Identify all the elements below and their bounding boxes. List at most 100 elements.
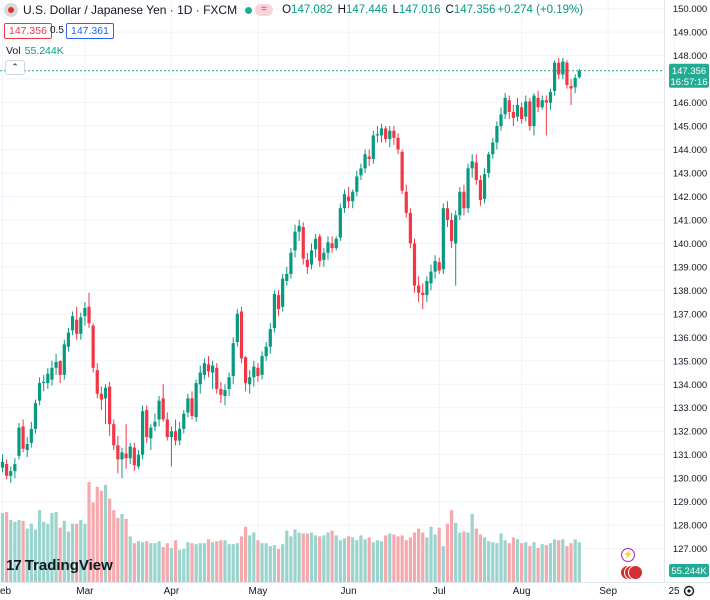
volume-bar	[351, 537, 355, 582]
volume-bar	[371, 542, 375, 582]
volume-bar	[202, 543, 206, 582]
candle-body	[136, 454, 141, 467]
candle-body	[62, 344, 66, 375]
candle-body	[260, 356, 264, 375]
price-tick-label: 150.000	[673, 4, 707, 15]
price-tick-label: 140.000	[673, 239, 707, 250]
symbol-title[interactable]: U.S. Dollar / Japanese Yen · 1D · FXCM	[23, 3, 238, 17]
volume-bar	[186, 542, 190, 582]
volume-bar	[470, 514, 474, 582]
volume-bar	[396, 536, 400, 582]
volume-bar	[511, 537, 515, 582]
candle-body	[552, 62, 557, 91]
candle-body	[565, 62, 569, 85]
volume-bar	[194, 544, 198, 582]
candle-body	[116, 445, 120, 460]
volume-bar	[561, 539, 565, 582]
volume-bar	[528, 546, 532, 582]
volume-bar	[153, 543, 157, 582]
volume-bar	[445, 523, 450, 582]
volume-value: 55.244K	[24, 45, 64, 57]
candle-body	[404, 191, 408, 213]
volume-bar	[388, 533, 392, 582]
candle-body	[99, 393, 103, 400]
volume-bar	[400, 535, 404, 582]
price-tick-label: 132.000	[673, 427, 707, 438]
candle-body	[54, 361, 58, 368]
candle-body	[305, 259, 309, 267]
volume-bar	[58, 527, 62, 582]
candle-body	[153, 421, 157, 427]
volume-tag-value: 55.244K	[671, 566, 707, 577]
time-tick-label: Sep	[599, 586, 617, 597]
lightning-event-icon[interactable]: ⚡	[621, 548, 635, 562]
volume-bar	[338, 540, 342, 582]
time-tick-label: Mar	[76, 586, 94, 597]
price-tick-label: 148.000	[673, 51, 707, 62]
candle-body	[499, 114, 503, 127]
tradingview-logo-text: TradingView	[24, 557, 113, 574]
price-tick-label: 136.000	[673, 333, 707, 344]
volume-bar	[524, 542, 528, 582]
candle-body	[474, 162, 478, 181]
volume-bar	[363, 539, 367, 582]
candle-body	[301, 226, 305, 259]
price-axis[interactable]: 150.000149.000148.000147.000146.000145.0…	[673, 4, 707, 555]
last-price-value: 147.356	[672, 66, 706, 77]
volume-legend[interactable]: Vol 55.244K	[6, 45, 64, 57]
volume-bar	[305, 533, 309, 582]
volume-bar	[392, 534, 396, 582]
candle-body	[75, 319, 79, 334]
candle-body	[462, 191, 466, 209]
volume-bar	[334, 535, 338, 582]
volume-bar	[330, 530, 334, 582]
candle-body	[194, 383, 198, 418]
volume-tag: 55.244K	[669, 564, 709, 577]
candle-body	[363, 154, 367, 169]
economic-events-icon[interactable]	[620, 565, 643, 580]
high-value: 147.446	[345, 4, 388, 16]
candle-body	[272, 293, 277, 328]
candle-body	[239, 311, 244, 359]
time-axis[interactable]: Feb Mar Apr May Jun Jul Aug Sep 25	[0, 586, 680, 597]
spread-value: 0.5	[50, 25, 64, 36]
candle-body	[536, 97, 540, 108]
volume-bar	[239, 536, 244, 582]
candle-body	[478, 180, 483, 200]
volume-bar	[466, 532, 470, 582]
candle-body	[338, 208, 342, 238]
tradingview-logo[interactable]: 17 TradingView	[6, 557, 113, 574]
volume-bar	[437, 527, 441, 582]
volume-bar	[256, 540, 260, 582]
volume-bar	[5, 512, 9, 582]
volume-bar	[132, 543, 136, 582]
volume-bar	[145, 541, 149, 582]
price-tick-label: 144.000	[673, 145, 707, 156]
candle-body	[211, 365, 215, 373]
volume-bar	[301, 533, 305, 582]
candle-body	[58, 360, 62, 375]
candle-body	[29, 428, 33, 443]
high-label: H	[337, 4, 346, 16]
volume-bar	[425, 537, 429, 582]
candle-body	[429, 271, 433, 284]
market-status-icon[interactable]	[245, 6, 253, 14]
collapse-legend-button[interactable]: ⌃	[5, 60, 25, 75]
candle-body	[449, 219, 454, 242]
settings-gear-icon[interactable]	[683, 585, 695, 597]
candle-body	[165, 419, 169, 438]
candle-body	[466, 168, 470, 209]
candle-body	[445, 208, 450, 220]
volume-bar	[309, 532, 314, 582]
volume-bar	[322, 535, 326, 582]
candle-body	[215, 367, 219, 389]
candle-body	[342, 194, 347, 209]
volume-bar	[478, 534, 483, 582]
candle-body	[408, 212, 412, 244]
sell-button[interactable]: 147.356	[4, 23, 52, 39]
buy-button[interactable]: 147.361	[66, 23, 114, 39]
price-tick-label: 137.000	[673, 309, 707, 320]
equals-button[interactable]: =	[255, 4, 274, 16]
volume-bar	[573, 539, 577, 582]
